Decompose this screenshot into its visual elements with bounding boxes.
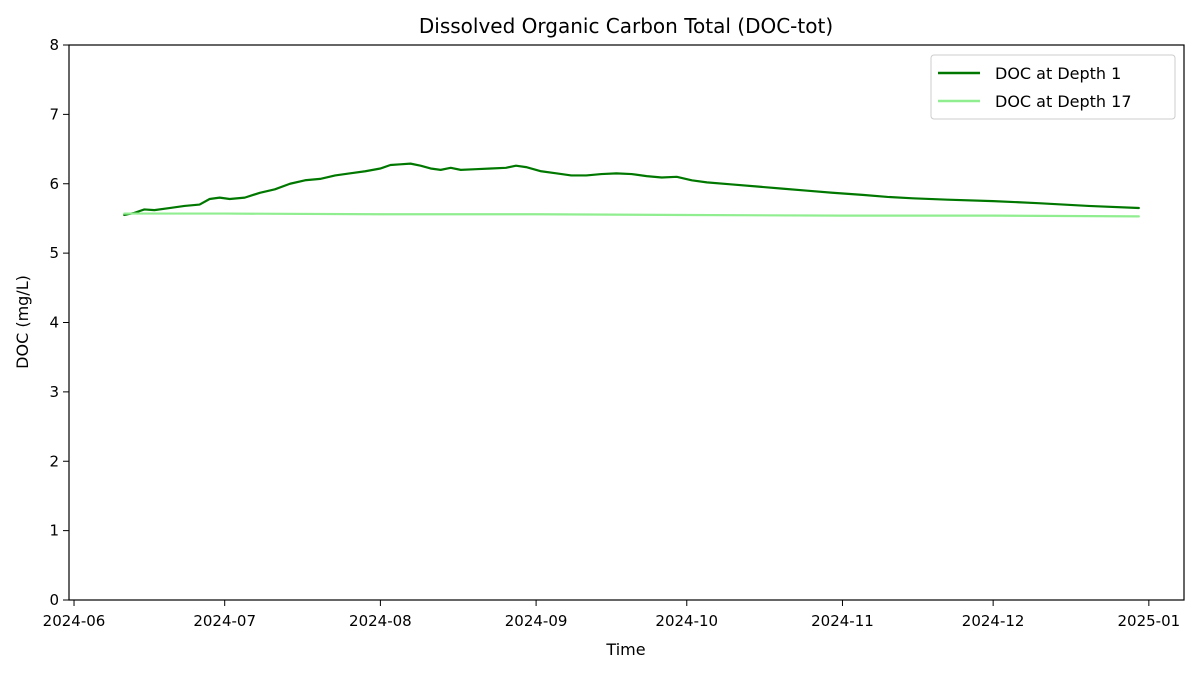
x-tick-label: 2024-06 xyxy=(43,612,106,630)
y-tick-label: 0 xyxy=(49,591,59,609)
plot-frame xyxy=(68,44,1185,601)
legend: DOC at Depth 1 DOC at Depth 17 xyxy=(930,54,1176,120)
x-axis-label: Time xyxy=(605,640,645,659)
y-tick-label: 6 xyxy=(49,175,59,193)
y-tick-label: 1 xyxy=(49,522,59,540)
x-tick-label: 2024-12 xyxy=(962,612,1025,630)
series-layer xyxy=(123,162,1140,218)
y-tick-label: 2 xyxy=(49,452,59,470)
legend-box xyxy=(930,54,1176,120)
x-tick-label: 2025-01 xyxy=(1117,612,1180,630)
x-tick-label: 2024-10 xyxy=(655,612,718,630)
series-line-1 xyxy=(123,162,1140,217)
y-tick-label: 7 xyxy=(49,105,59,123)
ticks-layer: 0 1 2 3 4 5 6 7 8 2024-06 2024-07 2024-08 2024-09 202… xyxy=(43,36,1181,630)
y-tick-label: 3 xyxy=(49,383,59,401)
y-axis-label: DOC (mg/L) xyxy=(13,275,32,369)
y-tick-label: 8 xyxy=(49,36,59,54)
y-tick-label: 5 xyxy=(49,244,59,262)
x-tick-label: 2024-07 xyxy=(193,612,256,630)
y-tick-label: 4 xyxy=(49,314,59,332)
legend-label: DOC at Depth 17 xyxy=(995,92,1132,111)
legend-label: DOC at Depth 1 xyxy=(995,64,1121,83)
series-line-2 xyxy=(123,212,1140,218)
x-tick-label: 2024-09 xyxy=(505,612,568,630)
chart-title: Dissolved Organic Carbon Total (DOC-tot) xyxy=(419,14,833,38)
x-tick-label: 2024-11 xyxy=(811,612,874,630)
x-tick-label: 2024-08 xyxy=(349,612,412,630)
